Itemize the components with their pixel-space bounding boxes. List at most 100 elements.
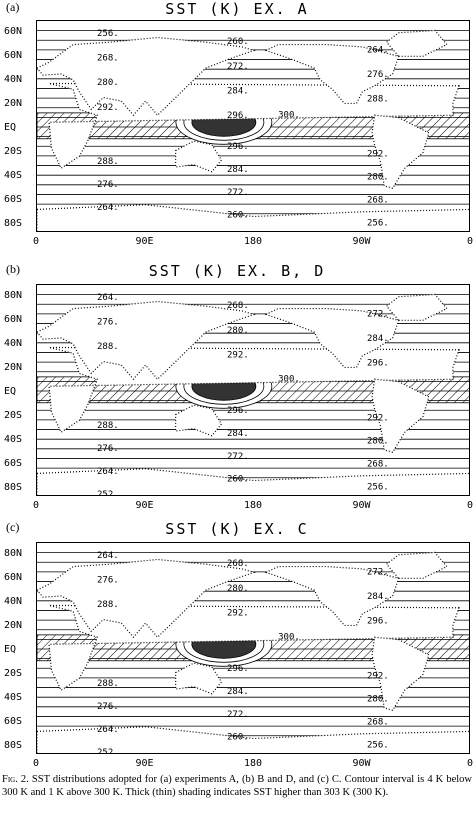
contour-label: 280. xyxy=(367,436,389,446)
continent-outline xyxy=(371,114,430,189)
contour-label: 260. xyxy=(227,475,249,485)
contour-label: 292. xyxy=(367,150,389,160)
continent-outline xyxy=(385,29,448,57)
latitude-label: EQ xyxy=(4,386,17,397)
longitude-label: 90E xyxy=(135,236,154,247)
contour-label: 292. xyxy=(227,350,249,360)
longitude-label: 0 xyxy=(32,236,40,247)
contour-label: 264. xyxy=(367,45,389,55)
latitude-label: 40S xyxy=(4,692,23,703)
contour-label: 284. xyxy=(367,592,389,602)
contour-label: 260. xyxy=(227,211,249,221)
latitude-label: 60S xyxy=(4,716,23,727)
contour-label: 296. xyxy=(227,664,249,674)
latitude-label: 40S xyxy=(4,434,23,445)
continent-outline xyxy=(37,558,256,639)
panel-title: SST (K) EX. A xyxy=(165,0,309,18)
contour-label: 288. xyxy=(97,157,119,167)
continent-outline xyxy=(37,726,469,753)
contour-label: 268. xyxy=(97,54,119,64)
continent-outline xyxy=(264,565,400,627)
contour-label: 296. xyxy=(367,617,389,627)
latitude-label: 60S xyxy=(4,458,23,469)
contour-label: 288. xyxy=(367,95,389,105)
continent-outline xyxy=(385,551,448,579)
panel-label: (a) xyxy=(6,0,20,14)
longitude-label: 90W xyxy=(352,758,371,769)
continent-outline xyxy=(37,468,469,495)
latitude-label: 40N xyxy=(4,338,23,349)
contour-label: 280. xyxy=(367,172,389,182)
contour-label: 296. xyxy=(227,406,249,416)
contour-label: 256. xyxy=(367,740,389,750)
contour-label: 260. xyxy=(227,733,249,743)
caption-text: SST distributions adopted for (a) experi… xyxy=(2,774,473,798)
contour-label: 272. xyxy=(227,188,249,198)
longitude-label: 0 xyxy=(466,236,474,247)
caption-fig-number: Fig. 2. xyxy=(2,774,29,785)
sst-map: 264. 268. 272. 276. 280. 284. 288. 292. 296. 296.… xyxy=(36,542,470,754)
contour-label: 268. xyxy=(227,301,249,311)
continent-outline xyxy=(264,307,400,369)
contour-label: 300. xyxy=(278,111,300,121)
map-svg: 256. 260. 264. 268. 272. 276. 280. 284. 288. 292.… xyxy=(37,29,469,231)
latitude-label: 80N xyxy=(4,548,23,559)
contour-label: 268. xyxy=(227,559,249,569)
contour-label: 292. xyxy=(97,103,119,113)
latitude-label: 80N xyxy=(4,290,23,301)
continent-outline xyxy=(371,378,430,453)
longitude-label: 180 xyxy=(243,500,263,511)
longitude-label: 0 xyxy=(32,758,40,769)
contour-label: 288. xyxy=(97,600,119,610)
contour-label: 252. xyxy=(97,490,119,496)
latitude-label: 20S xyxy=(4,146,23,157)
continent-outline xyxy=(385,293,448,321)
contour-label: 256. xyxy=(367,482,389,492)
latitude-label: 60N xyxy=(4,26,23,37)
latitude-label: 40S xyxy=(4,170,23,181)
contour-label: 276. xyxy=(367,70,389,80)
continent-outline xyxy=(175,662,223,695)
sst-map: 264. 268. 272. 276. 280. 284. 288. 292. 296. 296.… xyxy=(36,284,470,496)
contour-label: 276. xyxy=(97,576,119,586)
contour-label: 300. xyxy=(278,633,300,643)
continent-outline xyxy=(37,36,256,117)
contour-label: 276. xyxy=(97,702,119,712)
map-svg: 264. 268. 272. 276. 280. 284. 288. 292. 296. 296.… xyxy=(37,551,469,753)
contour-label: 284. xyxy=(367,334,389,344)
latitude-label: 60N xyxy=(4,572,23,583)
contour-label: 284. xyxy=(227,687,249,697)
contour-label: 268. xyxy=(367,717,389,727)
contour-label: 268. xyxy=(367,459,389,469)
contour-label: 292. xyxy=(367,414,389,424)
contour-label: 296. xyxy=(367,359,389,369)
panel-title: SST (K) EX. C xyxy=(165,520,309,538)
continent-outline xyxy=(175,404,223,437)
latitude-label: 20N xyxy=(4,98,23,109)
contour-label: 264. xyxy=(97,725,119,735)
continent-outline xyxy=(371,636,430,711)
panel-label: (c) xyxy=(6,520,20,534)
latitude-label: 80S xyxy=(4,218,23,229)
continent-outline xyxy=(37,204,469,231)
contour-label: 272. xyxy=(227,62,249,72)
contour-label: 280. xyxy=(227,584,249,594)
contour-label: 296. xyxy=(227,111,249,121)
continent-outline xyxy=(264,43,400,105)
contour-label: 276. xyxy=(97,318,119,328)
contour-label: 292. xyxy=(227,608,249,618)
contour-label: 264. xyxy=(97,293,119,303)
latitude-label: 20N xyxy=(4,620,23,631)
latitude-label: 60N xyxy=(4,50,23,61)
longitude-label: 0 xyxy=(32,500,40,511)
contour-label: 288. xyxy=(97,342,119,352)
latitude-label: 60S xyxy=(4,194,23,205)
contour-label: 272. xyxy=(367,567,389,577)
longitude-label: 90W xyxy=(352,500,371,511)
contour-label: 280. xyxy=(367,694,389,704)
latitude-label: 20S xyxy=(4,410,23,421)
map-svg: 264. 268. 272. 276. 280. 284. 288. 292. 296. 296.… xyxy=(37,293,469,496)
contour-label: 260. xyxy=(227,37,249,47)
continent-outline xyxy=(175,140,223,173)
latitude-label: 40N xyxy=(4,74,23,85)
